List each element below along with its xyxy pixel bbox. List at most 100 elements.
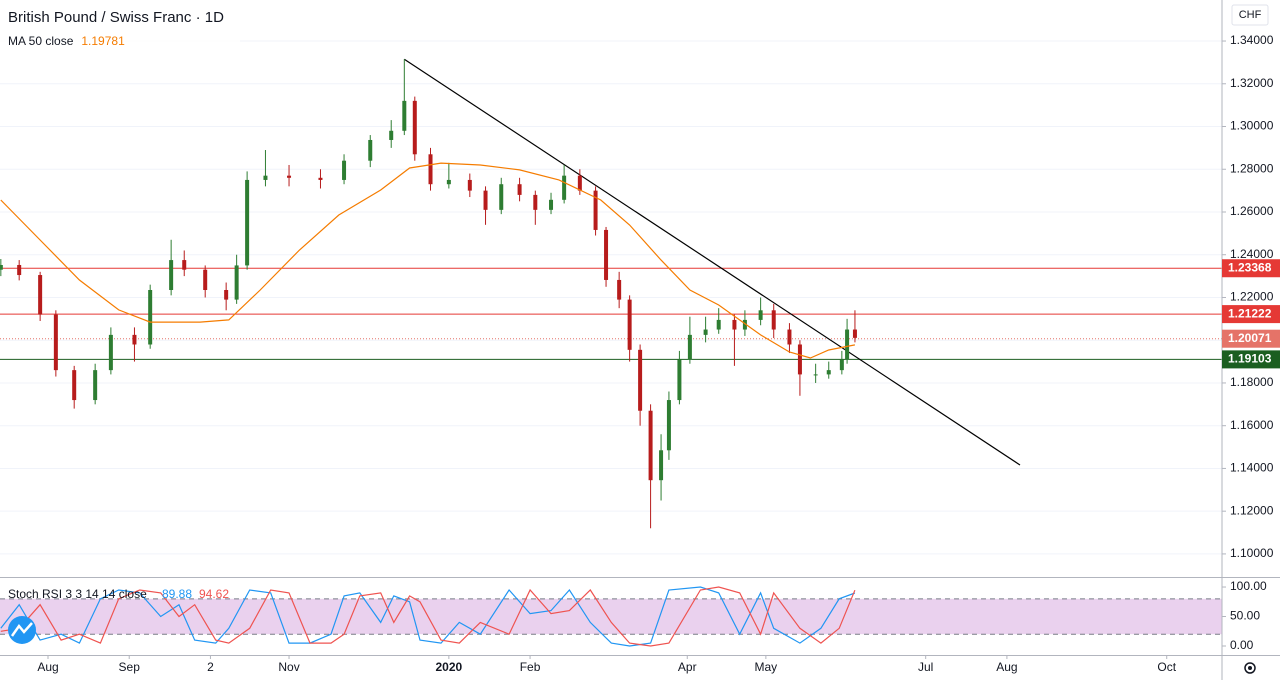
x-tick-label: Jul <box>918 660 933 674</box>
candle-body <box>845 329 850 360</box>
candle-body <box>467 179 472 191</box>
candle-body <box>148 289 153 345</box>
candle-body <box>287 175 292 178</box>
candle-body <box>758 310 763 320</box>
level-label: 1.20071 <box>1228 331 1272 345</box>
candle-body <box>677 359 682 401</box>
candle-body <box>499 184 504 210</box>
x-tick-label: 2 <box>207 660 214 674</box>
y-tick-label: 1.22000 <box>1230 290 1274 304</box>
band <box>0 598 1222 635</box>
candle-body <box>38 275 43 315</box>
level-label: 1.19103 <box>1228 352 1272 366</box>
x-tick-label: Apr <box>678 660 697 674</box>
candle-body <box>182 260 187 270</box>
trendline <box>403 58 1021 466</box>
y-tick-label: 100.00 <box>1230 579 1267 593</box>
gear[interactable] <box>1244 662 1256 674</box>
candle-body <box>813 374 818 376</box>
candle-body <box>852 329 857 338</box>
candle-body <box>245 179 250 266</box>
candle-body <box>203 269 208 290</box>
candle-body <box>787 329 792 345</box>
candle-body <box>839 359 844 371</box>
candle-body <box>132 334 137 345</box>
x-tick-label: Feb <box>520 660 541 674</box>
candle-body <box>687 334 692 360</box>
candle-body <box>17 264 22 276</box>
candle-body <box>533 194 538 210</box>
y-tick-label: 50.00 <box>1230 609 1260 623</box>
currency-box <box>1231 4 1269 26</box>
stoch-k-value: 89.88 <box>162 587 192 601</box>
candle-body <box>638 349 643 411</box>
candle-body <box>742 319 747 330</box>
ma-legend: MA 50 close <box>8 34 74 48</box>
candle-body <box>389 130 394 140</box>
y-tick-label: 1.34000 <box>1230 33 1274 47</box>
currency: CHF <box>1239 9 1262 21</box>
candle-body <box>826 370 831 375</box>
x-tick-label: Oct <box>1157 660 1176 674</box>
symbol-title: British Pound / Swiss Franc · 1D <box>8 9 224 26</box>
y-tick-label: 1.10000 <box>1230 546 1274 560</box>
candle-body <box>446 179 451 185</box>
candle-body <box>771 310 776 330</box>
candle-body <box>648 410 653 481</box>
candle-body <box>732 319 737 330</box>
stoch-d-value: 94.62 <box>199 587 229 601</box>
candle-body <box>368 139 373 161</box>
x-tick-label: Sep <box>119 660 141 674</box>
candle-body <box>666 400 671 451</box>
candle-body <box>412 100 417 155</box>
x-tick-label: Nov <box>278 660 299 674</box>
level-label-bg <box>1222 350 1280 369</box>
stoch-line <box>0 586 856 647</box>
y-tick-label: 1.28000 <box>1230 161 1274 175</box>
candle-body <box>169 260 174 290</box>
candle-body <box>402 100 407 131</box>
y-tick-label: 1.26000 <box>1230 204 1274 218</box>
candle-body <box>53 314 58 371</box>
legend-bg <box>0 0 240 52</box>
y-tick-label: 1.24000 <box>1230 247 1274 261</box>
candle-body <box>716 319 721 330</box>
candle-body <box>517 184 522 195</box>
x-tick-label: 2020 <box>435 660 462 674</box>
logo-mark[interactable] <box>10 622 33 637</box>
candle-body <box>318 177 323 180</box>
y-tick-label: 1.16000 <box>1230 418 1274 432</box>
logo[interactable] <box>8 616 36 644</box>
level-label-bg <box>1222 259 1280 278</box>
candle-body <box>703 329 708 335</box>
y-tick-label: 1.32000 <box>1230 76 1274 90</box>
y-tick-label: 1.12000 <box>1230 503 1274 517</box>
candle-body <box>224 289 229 300</box>
y-tick-label: 1.30000 <box>1230 119 1274 133</box>
candle-body <box>428 154 433 185</box>
settings-icon[interactable] <box>1244 662 1256 674</box>
candle-body <box>627 299 632 350</box>
x-tick-label: Aug <box>996 660 1017 674</box>
candle-body <box>234 265 239 300</box>
candle-body <box>577 175 582 191</box>
candle-body <box>562 175 567 200</box>
candle-body <box>483 190 488 210</box>
level-label-bg <box>1222 305 1280 324</box>
candle-body <box>797 344 802 375</box>
gear-hub[interactable] <box>1248 666 1252 670</box>
level-label: 1.23368 <box>1228 260 1272 274</box>
level-label-bg <box>1222 329 1280 348</box>
candle-body <box>263 175 268 180</box>
y-tick-label: 1.14000 <box>1230 461 1274 475</box>
x-tick-label: May <box>755 660 778 674</box>
stoch-legend: Stoch RSI 3 3 14 14 close <box>8 587 147 601</box>
x-tick-label: Aug <box>37 660 58 674</box>
candle-body <box>342 160 347 180</box>
candle-body <box>659 450 664 481</box>
ma-line <box>0 162 856 359</box>
candle-body <box>617 279 622 300</box>
y-tick-label: 0.00 <box>1230 638 1254 652</box>
